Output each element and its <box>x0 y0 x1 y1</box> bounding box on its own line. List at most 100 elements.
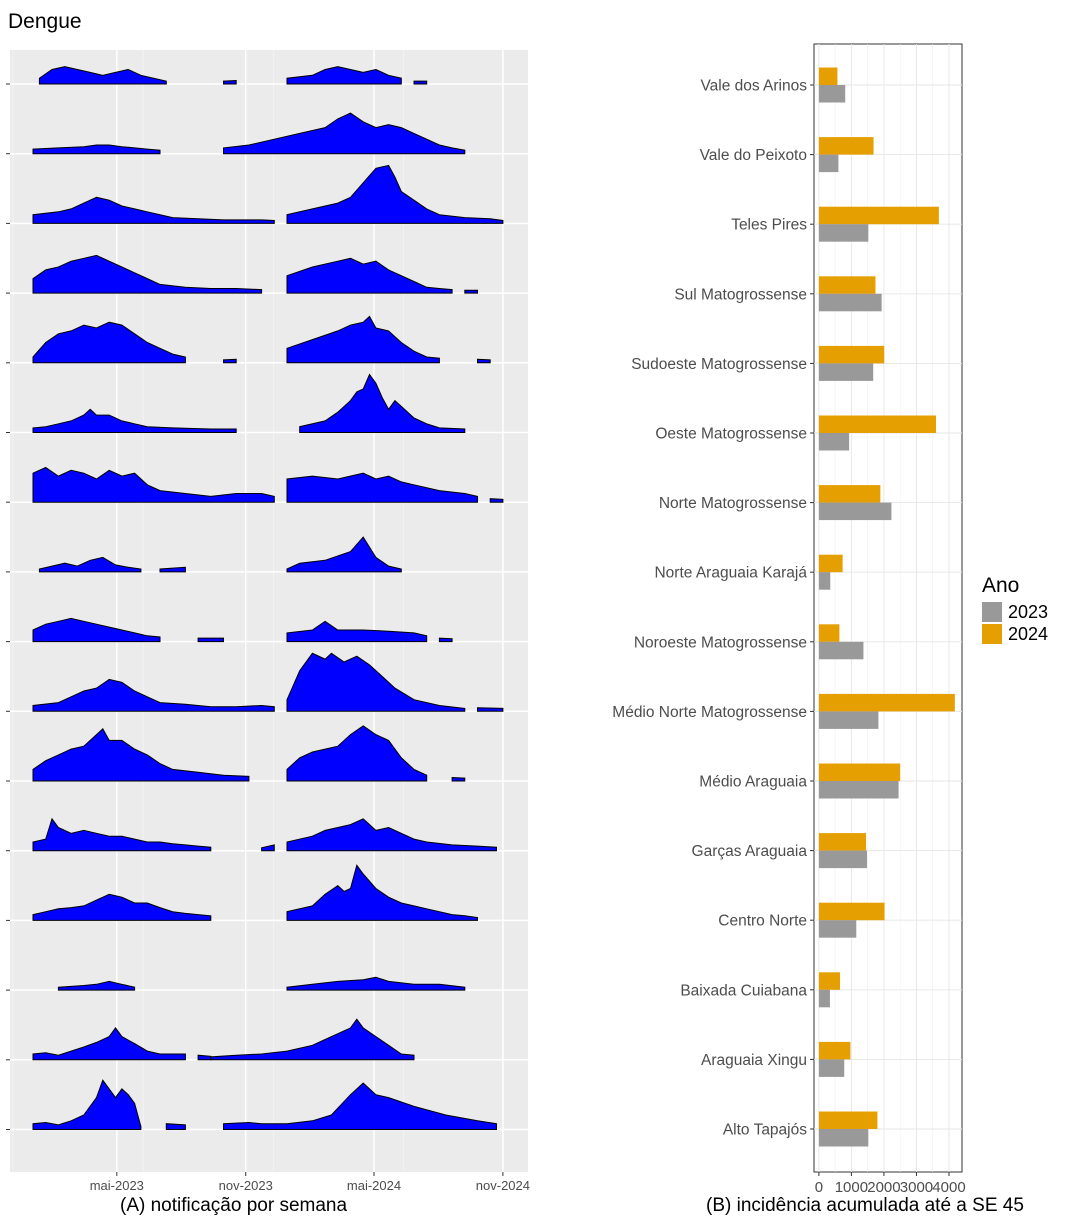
ridge-area <box>32 678 275 712</box>
ridge-area <box>286 315 440 364</box>
panel-b-x-tick-label: 1000 <box>835 1179 868 1196</box>
panel-a-caption: (A) notificação por semana <box>120 1195 348 1216</box>
ridge-area <box>197 637 224 643</box>
panel-b-y-tick-label: Teles Pires <box>731 217 807 234</box>
panel-b-x-tick-label: 2000 <box>867 1179 900 1196</box>
ridge-area <box>32 817 212 852</box>
ridge-area <box>32 408 237 433</box>
ridge-area <box>210 1018 415 1061</box>
bar-2024 <box>818 67 838 85</box>
panel-b-y-tick-label: Norte Araguaia Karajá <box>654 565 807 582</box>
ridge-area <box>286 725 428 782</box>
bar-2024 <box>818 554 843 573</box>
bar-2024 <box>818 972 841 990</box>
panel-a-x-tick-label: mai-2023 <box>90 1178 144 1193</box>
ridge-area <box>286 164 504 224</box>
legend-key-2023 <box>982 602 1002 622</box>
panel-b-y-tick-label: Vale do Peixoto <box>700 147 807 164</box>
bar-2023 <box>818 154 839 173</box>
ridge-area <box>32 617 161 643</box>
ridge-area <box>197 1054 212 1061</box>
ridge-area <box>223 1082 497 1130</box>
ridge-area <box>286 620 428 643</box>
panel-a-ridgeline: mai-2023 nov-2023 mai-2024 nov-2024 <box>6 50 530 1193</box>
panel-b-y-tick-label: Noroeste Matogrossense <box>634 634 807 651</box>
ridge-area <box>477 707 504 712</box>
ridge-area <box>286 66 402 85</box>
bar-2023 <box>818 293 882 312</box>
ridge-area <box>32 1079 142 1130</box>
panel-b-y-tick-label: Médio Norte Matogrossense <box>612 704 807 721</box>
ridge-area <box>38 556 142 573</box>
legend-title: Ano <box>982 574 1019 597</box>
panel-b-x-tick-label: 0 <box>815 1179 823 1196</box>
ridge-area <box>32 466 275 503</box>
panel-a-x-tick-label: mai-2024 <box>347 1178 401 1193</box>
ridge-area <box>165 1123 186 1130</box>
ridge-area <box>286 864 478 921</box>
bar-2024 <box>818 137 874 155</box>
ridge-alto-tapaj-s <box>32 1079 497 1130</box>
panel-b-y-tick-label: Sul Matogrossense <box>674 286 807 303</box>
ridge-area <box>223 358 237 364</box>
ridge-area <box>299 373 466 433</box>
ridge-area <box>38 66 167 85</box>
ridge-area <box>413 80 428 85</box>
panel-b-x-tick-label: 4000 <box>932 1179 965 1196</box>
ridge-area <box>286 536 402 573</box>
bar-2024 <box>818 693 955 712</box>
ridge-area <box>223 112 466 155</box>
panel-b-y-tick-label: Norte Matogrossense <box>659 495 807 512</box>
bar-2023 <box>818 224 869 242</box>
panel-a-x-tick-label: nov-2023 <box>219 1178 273 1193</box>
bar-2023 <box>818 1059 845 1077</box>
ridge-area <box>464 289 478 294</box>
ridge-sul-matogrossense <box>32 254 478 294</box>
ridge-area <box>32 728 250 782</box>
ridge-area <box>223 79 237 85</box>
ridge-area <box>438 637 453 643</box>
bar-2023 <box>818 363 874 381</box>
legend-label-2023: 2023 <box>1008 602 1048 622</box>
bar-2024 <box>818 1041 851 1060</box>
ridge-area <box>286 652 466 712</box>
panel-b-y-tick-label: Centro Norte <box>718 913 807 930</box>
ridge-norte-matogrossense <box>32 466 504 503</box>
ridge-sudoeste-matogrossense <box>32 315 491 364</box>
legend-label-2024: 2024 <box>1008 624 1048 644</box>
ridge-area <box>32 144 161 155</box>
ridge-vale-dos-arinos <box>38 66 428 85</box>
bar-2024 <box>818 902 885 921</box>
ridge-gar-as-araguaia <box>32 817 497 852</box>
bar-2024 <box>818 833 867 851</box>
ridge-area <box>32 1027 186 1061</box>
panel-b-caption: (B) incidência acumulada até a SE 45 <box>706 1195 1024 1216</box>
ridge-araguaia-xingu <box>32 1018 415 1061</box>
panel-b-y-tick-label: Garças Araguaia <box>692 843 808 860</box>
ridge-m-dio-araguaia <box>32 725 466 782</box>
ridge-area <box>57 980 136 991</box>
ridge-area <box>286 472 478 503</box>
bar-2024 <box>818 276 876 294</box>
bar-2023 <box>818 502 892 521</box>
ridge-area <box>32 893 212 921</box>
bar-2023 <box>818 641 864 660</box>
ridge-area <box>32 321 186 364</box>
ridge-oeste-matogrossense <box>32 373 466 433</box>
bar-2024 <box>818 624 840 642</box>
bar-2024 <box>818 763 901 781</box>
bar-2024 <box>818 1111 878 1129</box>
ridge-area <box>286 818 497 852</box>
legend-key-2024 <box>982 624 1002 644</box>
panel-b-y-tick-label: Araguaia Xingu <box>701 1052 807 1069</box>
bar-2024 <box>818 206 939 225</box>
ridge-noroeste-matogrossense <box>32 617 453 643</box>
ridge-m-dio-norte-matogrossense <box>32 652 504 712</box>
ridge-area <box>286 976 466 991</box>
ridge-area <box>32 196 275 224</box>
panel-b-x-tick-label: 3000 <box>900 1179 933 1196</box>
bar-2023 <box>818 433 850 451</box>
panel-b-y-tick-label: Oeste Matogrossense <box>655 426 807 443</box>
